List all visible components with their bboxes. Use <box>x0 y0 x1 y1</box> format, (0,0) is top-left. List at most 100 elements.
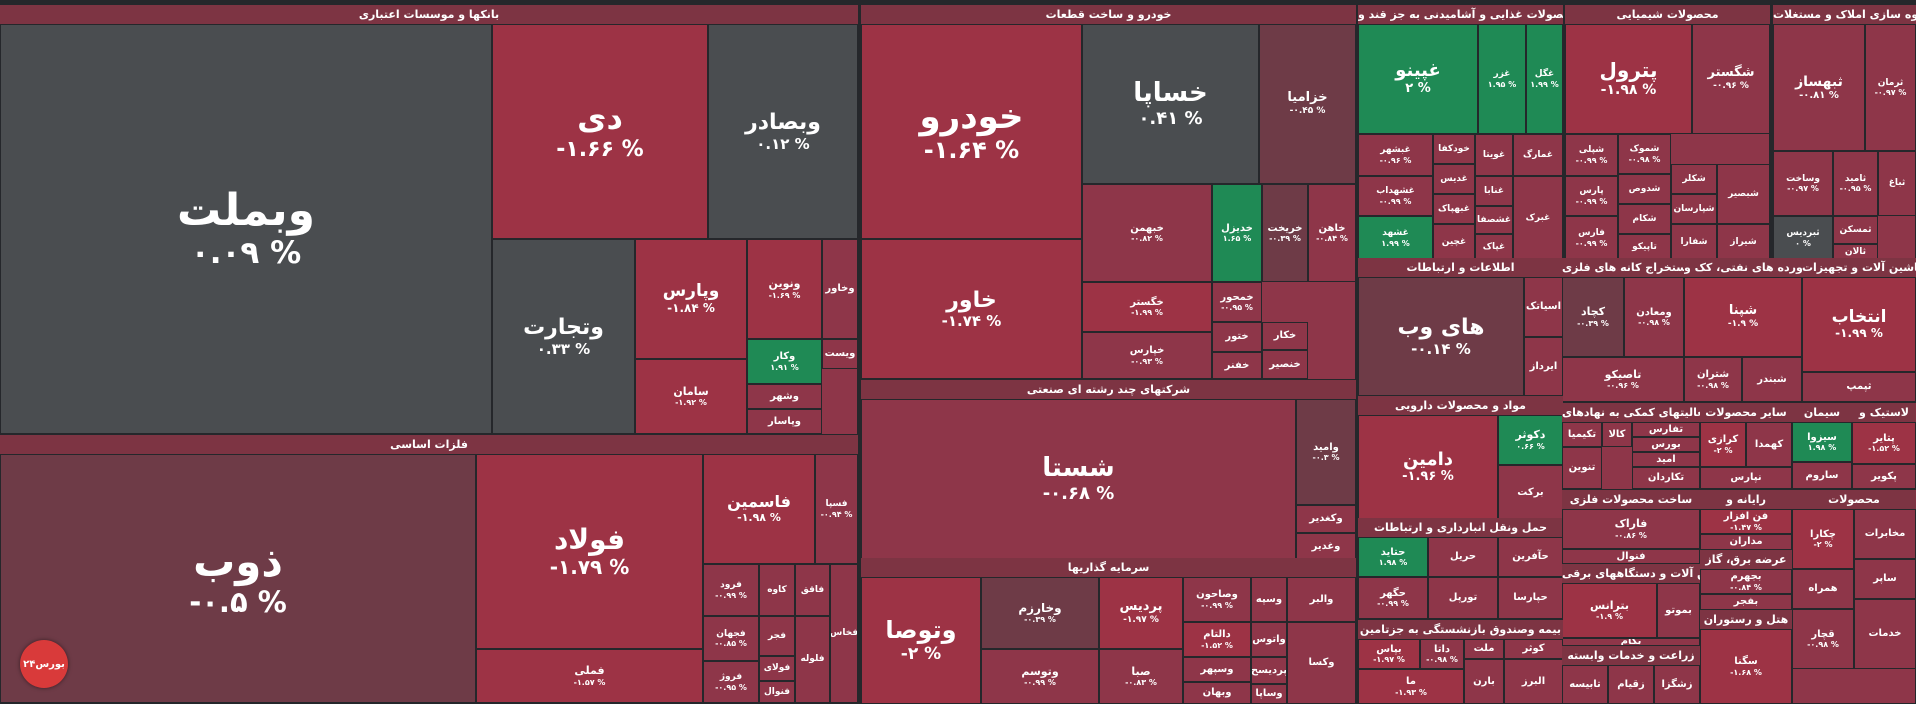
stock-tile-15-1[interactable]: ساروم <box>1792 462 1852 489</box>
stock-tile-7-3[interactable]: وصاحون -۰.۹۹ % <box>1183 577 1251 622</box>
stock-tile-5-10[interactable]: فولای <box>759 656 795 681</box>
stock-tile-5-2[interactable]: فاسمین -۱.۹۸ % <box>703 454 815 564</box>
stock-tile-1-2[interactable]: خزامیا -۰.۴۵ % <box>1259 24 1356 184</box>
stock-tile-7-1[interactable]: وخارزم -۰.۳۹ % <box>981 577 1099 649</box>
stock-tile-3-11[interactable]: فارس -۰.۹۹ % <box>1565 216 1618 260</box>
stock-tile-17-4[interactable]: حگهر -۰.۹۹ % <box>1358 577 1428 619</box>
stock-tile-3-13[interactable]: شیراز <box>1717 224 1770 260</box>
stock-tile-5-12[interactable]: فخاس <box>830 564 858 703</box>
stock-tile-25-4[interactable]: قچار -۰.۹۸ % <box>1792 609 1854 669</box>
stock-tile-7-6[interactable]: دالتام -۱.۵۲ % <box>1183 622 1251 657</box>
stock-tile-11-0[interactable]: انتخاب -۱.۹۹ % <box>1802 277 1916 372</box>
stock-tile-1-5[interactable]: خدیزل ۱.۶۵ % <box>1212 184 1262 282</box>
stock-tile-1-1[interactable]: خساپا ۰.۴۱ % <box>1082 24 1259 184</box>
stock-tile-2-9[interactable]: غبهپاک <box>1433 194 1475 224</box>
stock-tile-8-0[interactable]: های وب -۰.۱۴ % <box>1358 277 1524 396</box>
stock-tile-2-7[interactable]: غدیس <box>1433 164 1475 194</box>
stock-tile-13-3[interactable]: بورس <box>1632 437 1700 452</box>
stock-tile-2-3[interactable]: غبشهر -۰.۹۶ % <box>1358 134 1433 176</box>
stock-tile-5-1[interactable]: فولاد -۱.۷۹ % <box>476 454 703 649</box>
stock-tile-1-4[interactable]: خبهمن -۰.۸۲ % <box>1082 184 1212 282</box>
stock-tile-3-10[interactable]: شفارا <box>1671 224 1717 260</box>
stock-tile-3-5[interactable]: شکام <box>1618 204 1671 234</box>
stock-tile-2-6[interactable]: غمارگ <box>1513 134 1563 176</box>
stock-tile-1-9[interactable]: خمحور -۰.۹۵ % <box>1212 282 1262 322</box>
stock-tile-23-2[interactable]: زشگزا <box>1654 665 1700 704</box>
stock-tile-0-7[interactable]: سامان -۱.۹۲ % <box>635 359 747 434</box>
stock-tile-0-9[interactable]: ویست <box>822 339 858 369</box>
stock-tile-1-8[interactable]: خگستر -۱.۹۹ % <box>1082 282 1212 332</box>
stock-tile-22-2[interactable]: ملت <box>1464 639 1504 659</box>
stock-tile-0-3[interactable]: وتجارت ۰.۳۳ % <box>492 239 635 434</box>
stock-tile-24-0[interactable]: سگنا -۱.۶۸ % <box>1700 629 1792 704</box>
stock-tile-17-2[interactable]: حآفرین <box>1498 537 1563 577</box>
stock-tile-10-0[interactable]: شپنا -۱.۹ % <box>1684 277 1802 357</box>
stock-tile-25-0[interactable]: چکارا -۲ % <box>1792 509 1854 569</box>
stock-tile-7-2[interactable]: پردیس -۱.۹۷ % <box>1099 577 1183 649</box>
stock-tile-12-1[interactable]: دکوثر ۰.۶۶ % <box>1498 415 1563 465</box>
stock-tile-0-1[interactable]: دی -۱.۶۶ % <box>492 24 708 239</box>
stock-tile-2-5[interactable]: غویتا <box>1475 134 1513 176</box>
stock-tile-16-1[interactable]: پکویر <box>1852 464 1916 489</box>
stock-tile-4-3[interactable]: ثامید -۰.۹۵ % <box>1833 151 1878 216</box>
stock-tile-22-6[interactable]: ما -۱.۹۳ % <box>1358 669 1464 704</box>
stock-tile-4-6[interactable]: ثمسکن <box>1833 216 1878 244</box>
stock-tile-6-3[interactable]: وغدیر <box>1296 533 1356 560</box>
stock-tile-12-2[interactable]: برکت <box>1498 465 1563 520</box>
stock-tile-3-4[interactable]: شدوص <box>1618 174 1671 204</box>
stock-tile-0-2[interactable]: وبصادر ۰.۱۲ % <box>708 24 858 239</box>
stock-tile-20-1[interactable]: مداران <box>1700 534 1792 550</box>
stock-tile-1-12[interactable]: خکار <box>1262 322 1308 350</box>
stock-tile-3-7[interactable]: شکلر <box>1671 164 1717 194</box>
stock-tile-5-6[interactable]: فاقق <box>795 564 830 616</box>
stock-tile-5-14[interactable]: فلوله <box>795 616 830 703</box>
stock-tile-1-6[interactable]: خریخت -۰.۳۹ % <box>1262 184 1308 282</box>
stock-tile-17-6[interactable]: حپارسا <box>1498 577 1563 619</box>
stock-tile-22-5[interactable]: البرز <box>1504 659 1563 704</box>
stock-tile-13-6[interactable]: تنوین <box>1562 447 1602 489</box>
stock-tile-22-4[interactable]: بارن <box>1464 659 1504 704</box>
stock-tile-13-1[interactable]: کالا <box>1602 422 1632 447</box>
stock-tile-23-0[interactable]: تابیسه <box>1562 665 1608 704</box>
stock-tile-7-4[interactable]: وسپه <box>1251 577 1287 622</box>
stock-tile-7-9[interactable]: وسپهر <box>1183 657 1251 682</box>
stock-tile-1-13[interactable]: خفنر <box>1212 352 1262 379</box>
stock-tile-3-1[interactable]: شگستر -۰.۹۶ % <box>1692 24 1770 134</box>
stock-tile-6-2[interactable]: وکغدیر <box>1296 505 1356 533</box>
stock-tile-7-5[interactable]: والبر <box>1287 577 1356 622</box>
stock-tile-5-13[interactable]: فملی -۱.۵۷ % <box>476 649 703 703</box>
stock-tile-22-3[interactable]: کوثر <box>1504 639 1563 659</box>
stock-tile-7-8[interactable]: وتوسم -۰.۹۹ % <box>981 649 1099 704</box>
stock-tile-5-11[interactable]: فنوال <box>759 681 795 703</box>
stock-tile-10-2[interactable]: شبندر <box>1742 357 1802 402</box>
stock-tile-14-0[interactable]: کرازی -۲ % <box>1700 422 1746 467</box>
stock-tile-2-13[interactable]: غشصفا <box>1475 206 1513 234</box>
stock-tile-1-10[interactable]: خپارس -۰.۹۳ % <box>1082 332 1212 379</box>
stock-tile-0-0[interactable]: وبملت ۰.۰۹ % <box>0 24 492 434</box>
stock-tile-14-2[interactable]: نپارس <box>1700 467 1792 489</box>
stock-tile-0-8[interactable]: وکار ۱.۹۱ % <box>747 339 822 384</box>
stock-tile-7-13[interactable]: وبهان <box>1183 682 1251 704</box>
stock-tile-11-1[interactable]: ثپمپ <box>1802 372 1916 402</box>
stock-tile-4-0[interactable]: ثبهساز -۰.۸۱ % <box>1773 24 1865 151</box>
stock-tile-3-6[interactable]: پارس -۰.۹۹ % <box>1565 176 1618 216</box>
stock-tile-6-1[interactable]: وامید -۰.۳ % <box>1296 399 1356 505</box>
stock-tile-13-5[interactable]: تکاردان <box>1632 467 1700 489</box>
stock-tile-17-3[interactable]: تورپل <box>1428 577 1498 619</box>
stock-tile-13-2[interactable]: تفارس <box>1632 422 1700 437</box>
stock-tile-2-1[interactable]: غزر ۱.۹۵ % <box>1478 24 1526 134</box>
stock-tile-5-4[interactable]: فرود -۰.۹۹ % <box>703 564 759 616</box>
stock-tile-2-12[interactable]: غچین <box>1433 224 1475 260</box>
stock-tile-1-14[interactable]: خنصیر <box>1262 350 1308 379</box>
stock-tile-0-10[interactable]: وشهر <box>747 384 822 409</box>
stock-tile-22-1[interactable]: داتا -۰.۹۸ % <box>1420 639 1464 669</box>
stock-tile-4-2[interactable]: وساخت -۰.۹۷ % <box>1773 151 1833 216</box>
stock-tile-23-1[interactable]: زقیام <box>1608 665 1654 704</box>
stock-tile-17-1[interactable]: حریل <box>1428 537 1498 577</box>
stock-tile-4-1[interactable]: ثرمان -۰.۹۷ % <box>1865 24 1916 151</box>
stock-tile-7-12[interactable]: وساپا <box>1251 684 1287 704</box>
stock-tile-12-0[interactable]: دامین -۱.۹۶ % <box>1358 415 1498 520</box>
stock-tile-5-7[interactable]: فجهان -۰.۸۵ % <box>703 616 759 661</box>
stock-tile-4-4[interactable]: ثباغ <box>1878 151 1916 216</box>
stock-tile-2-14[interactable]: غپاک <box>1475 234 1513 260</box>
